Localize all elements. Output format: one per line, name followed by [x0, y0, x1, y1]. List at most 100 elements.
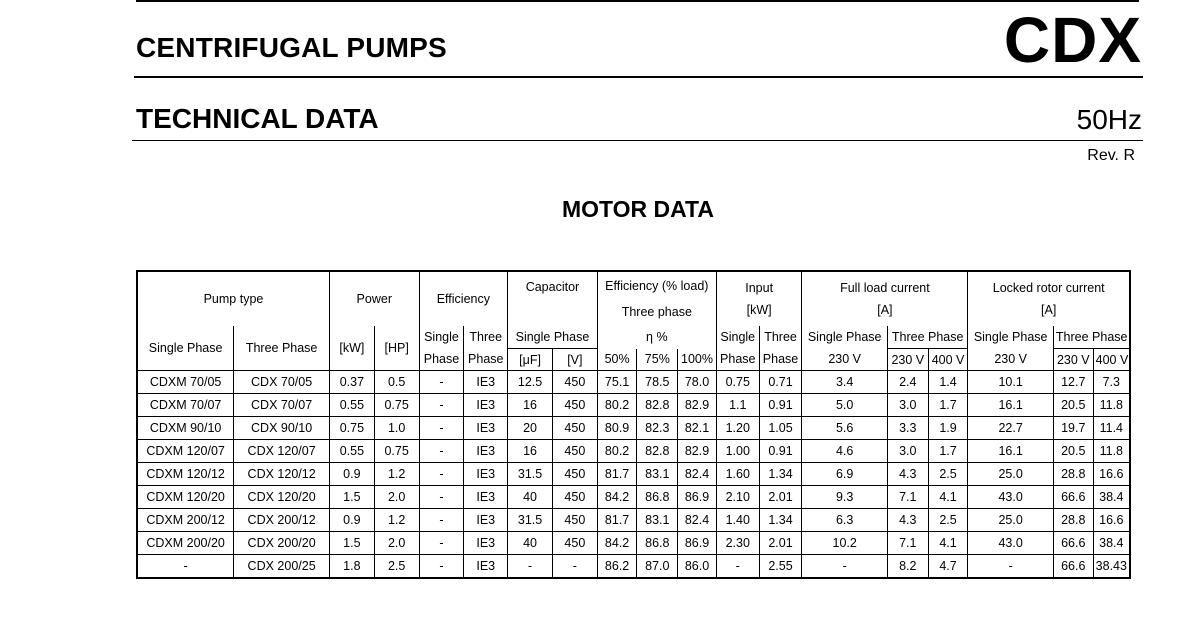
cell-cap-v: 450	[551, 531, 598, 555]
revision-label: Rev. R	[1087, 147, 1135, 164]
cell-eff-three: IE3	[463, 462, 509, 486]
header-uf: [μF]	[507, 348, 553, 371]
cell-power-hp: 2.5	[373, 554, 420, 579]
cell-eff-three: IE3	[463, 393, 509, 417]
cell-lr-three-230: 28.8	[1052, 462, 1094, 486]
cell-lr-single-230: 10.1	[967, 370, 1054, 394]
cell-lr-three-230: 20.5	[1052, 439, 1094, 463]
header-full-load: Full load current	[840, 281, 930, 295]
cell-eta-50: 80.2	[596, 393, 638, 417]
cell-eta-100: 78.0	[677, 370, 717, 394]
cell-eff-three: IE3	[463, 554, 509, 579]
cell-fl-three-400: 4.7	[927, 554, 969, 579]
header-eff-single: Single	[418, 326, 465, 349]
top-rule	[136, 0, 1139, 2]
header-lr-230-single: 230 V	[967, 348, 1054, 371]
header-lr-230-three: 230 V	[1053, 348, 1094, 371]
cell-fl-three-400: 1.7	[927, 393, 969, 417]
cell-lr-three-400: 16.6	[1092, 508, 1131, 532]
cell-input-single: 1.20	[715, 416, 760, 440]
cell-lr-three-230: 19.7	[1052, 416, 1094, 440]
cell-eff-single: -	[418, 485, 465, 509]
cell-eta-75: 83.1	[636, 462, 679, 486]
cell-eta-75: 82.8	[636, 439, 679, 463]
cell-fl-single-230: 10.2	[801, 531, 888, 555]
cell-power-hp: 1.2	[373, 462, 420, 486]
cell-eta-75: 87.0	[636, 554, 679, 579]
header-input-unit: [kW]	[746, 303, 772, 317]
cell-input-three: 2.01	[758, 485, 803, 509]
cell-power-kw: 0.55	[328, 393, 375, 417]
header-row-3: Phase Phase [μF] [V] 50% 75% 100% Phase …	[137, 348, 1131, 371]
cell-cap-v: -	[551, 554, 598, 579]
cell-three-phase-model: CDX 200/12	[233, 508, 330, 532]
cell-lr-three-230: 66.6	[1052, 531, 1094, 555]
cell-eff-single: -	[418, 393, 465, 417]
cell-lr-three-230: 66.6	[1052, 554, 1094, 579]
cell-lr-single-230: 22.7	[967, 416, 1054, 440]
header-locked-rotor-unit: [A]	[1041, 303, 1057, 317]
cell-lr-single-230: 16.1	[967, 393, 1054, 417]
header-power: Power	[328, 271, 420, 326]
cell-lr-three-230: 66.6	[1052, 485, 1094, 509]
cell-single-phase-model: -	[136, 554, 235, 579]
header-efficiency-load-group: Efficiency (% load) Three phase	[596, 271, 717, 326]
motor-data-table: Pump type Power Efficiency Capacitor Eff…	[136, 270, 1131, 579]
section-title: MOTOR DATA	[561, 196, 715, 222]
cell-input-single: -	[715, 554, 760, 579]
cell-lr-single-230: 43.0	[967, 485, 1054, 509]
header-cap-single-phase: Single Phase	[507, 326, 598, 349]
header-full-load-unit: [A]	[877, 303, 893, 317]
header-fl-230-single: 230 V	[801, 348, 888, 371]
cell-cap-uf: 40	[507, 531, 553, 555]
cell-eta-100: 86.9	[677, 485, 717, 509]
cell-power-kw: 1.5	[328, 531, 375, 555]
cell-lr-three-400: 16.6	[1092, 462, 1131, 486]
cell-three-phase-model: CDX 70/07	[233, 393, 330, 417]
header-full-load-group: Full load current [A]	[801, 271, 969, 326]
cell-single-phase-model: CDXM 120/12	[136, 462, 235, 486]
cell-eta-100: 82.4	[677, 462, 717, 486]
cell-input-single: 1.00	[715, 439, 760, 463]
document-subtitle: TECHNICAL DATA	[136, 103, 379, 134]
cell-input-single: 1.60	[715, 462, 760, 486]
cell-input-single: 0.75	[715, 370, 760, 394]
cell-three-phase-model: CDX 120/12	[233, 462, 330, 486]
cell-power-kw: 1.8	[328, 554, 375, 579]
cell-three-phase-model: CDX 120/07	[233, 439, 330, 463]
cell-input-single: 1.1	[715, 393, 760, 417]
cell-eff-single: -	[418, 439, 465, 463]
cell-three-phase-model: CDX 200/20	[233, 531, 330, 555]
header-input-single-phase: Phase	[715, 348, 760, 371]
cell-single-phase-model: CDXM 70/05	[136, 370, 235, 394]
cell-lr-single-230: 25.0	[967, 462, 1054, 486]
cell-power-hp: 2.0	[373, 531, 420, 555]
header-three-phase: Three phase	[621, 305, 692, 319]
header-lr-400: 400 V	[1093, 348, 1131, 371]
cell-eff-single: -	[418, 416, 465, 440]
header-efficiency: Efficiency	[418, 271, 509, 326]
frequency-label: 50Hz	[1076, 104, 1142, 135]
cell-fl-three-230: 3.3	[886, 416, 929, 440]
header-efficiency-load: Efficiency (% load)	[605, 279, 709, 293]
cell-eff-single: -	[418, 554, 465, 579]
table-body: CDXM 70/05 CDX 70/05 0.37 0.5- IE3 12.5 450 75.…	[136, 370, 1131, 579]
header-eff-three: Three	[463, 326, 509, 349]
cell-eff-three: IE3	[463, 531, 509, 555]
cell-eta-100: 82.9	[677, 393, 717, 417]
cell-cap-uf: 12.5	[507, 370, 553, 394]
cell-power-hp: 0.75	[373, 439, 420, 463]
cell-eta-50: 81.7	[596, 462, 638, 486]
cell-three-phase-model: CDX 120/20	[233, 485, 330, 509]
cell-input-single: 2.30	[715, 531, 760, 555]
cell-eta-75: 86.8	[636, 485, 679, 509]
cell-cap-v: 450	[551, 416, 598, 440]
cell-eff-three: IE3	[463, 439, 509, 463]
header-locked-rotor: Locked rotor current	[992, 281, 1105, 295]
cell-cap-v: 450	[551, 462, 598, 486]
cell-single-phase-model: CDXM 70/07	[136, 393, 235, 417]
header-three-phase-pump: Three Phase	[233, 326, 330, 371]
cell-eta-50: 84.2	[596, 485, 638, 509]
cell-eta-100: 86.9	[677, 531, 717, 555]
header-eta: η %	[596, 326, 717, 349]
